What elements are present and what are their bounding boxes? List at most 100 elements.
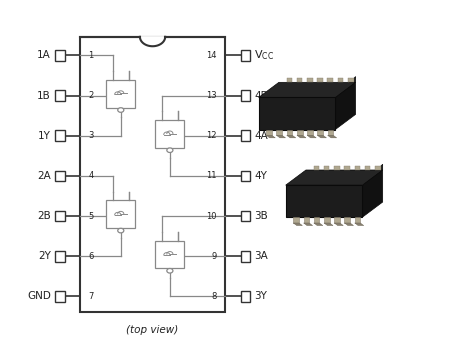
Polygon shape xyxy=(365,166,370,170)
Text: GND: GND xyxy=(27,291,51,302)
Polygon shape xyxy=(314,223,323,225)
Polygon shape xyxy=(344,166,350,170)
Text: 1: 1 xyxy=(89,51,94,60)
Polygon shape xyxy=(297,130,302,135)
Text: 4A: 4A xyxy=(254,131,268,141)
Polygon shape xyxy=(327,78,333,82)
Polygon shape xyxy=(307,135,316,138)
Text: 7: 7 xyxy=(89,292,94,301)
Text: 10: 10 xyxy=(206,211,217,221)
Text: 9: 9 xyxy=(212,252,217,261)
Polygon shape xyxy=(293,217,299,223)
Polygon shape xyxy=(317,130,323,135)
Bar xyxy=(54,90,64,101)
Text: 3B: 3B xyxy=(254,211,268,221)
Bar xyxy=(54,251,64,262)
Polygon shape xyxy=(345,223,354,225)
Polygon shape xyxy=(286,170,383,185)
Polygon shape xyxy=(336,76,355,130)
Bar xyxy=(241,170,251,181)
Polygon shape xyxy=(375,166,380,170)
Polygon shape xyxy=(334,166,340,170)
Bar xyxy=(241,211,251,221)
Text: 4: 4 xyxy=(89,171,94,181)
Polygon shape xyxy=(334,217,340,223)
Bar xyxy=(54,170,64,181)
Polygon shape xyxy=(297,135,306,138)
Polygon shape xyxy=(314,166,319,170)
Polygon shape xyxy=(314,217,320,223)
Polygon shape xyxy=(287,130,292,135)
Polygon shape xyxy=(328,135,337,138)
Polygon shape xyxy=(286,185,362,217)
Text: 2Y: 2Y xyxy=(38,251,51,261)
Polygon shape xyxy=(317,135,326,138)
Polygon shape xyxy=(140,37,165,46)
Polygon shape xyxy=(266,135,275,138)
Polygon shape xyxy=(324,217,330,223)
Polygon shape xyxy=(259,82,355,98)
Polygon shape xyxy=(348,78,354,82)
Circle shape xyxy=(167,269,173,273)
Bar xyxy=(54,130,64,141)
Polygon shape xyxy=(297,78,302,82)
Circle shape xyxy=(118,228,124,233)
Polygon shape xyxy=(304,217,309,223)
Bar xyxy=(54,50,64,61)
Text: V$_{\mathrm{CC}}$: V$_{\mathrm{CC}}$ xyxy=(254,48,274,62)
Bar xyxy=(54,211,64,221)
Bar xyxy=(241,50,251,61)
Bar xyxy=(155,241,184,269)
Polygon shape xyxy=(317,78,323,82)
Text: (top view): (top view) xyxy=(126,325,179,335)
Text: 1A: 1A xyxy=(37,50,51,60)
Polygon shape xyxy=(276,130,282,135)
Polygon shape xyxy=(328,130,333,135)
Polygon shape xyxy=(266,130,272,135)
Polygon shape xyxy=(324,166,330,170)
Polygon shape xyxy=(276,135,286,138)
Text: 14: 14 xyxy=(206,51,217,60)
Polygon shape xyxy=(355,223,364,225)
Bar xyxy=(241,291,251,302)
Polygon shape xyxy=(338,78,343,82)
Text: 3: 3 xyxy=(89,131,94,140)
Polygon shape xyxy=(307,78,313,82)
Bar xyxy=(241,130,251,141)
Circle shape xyxy=(167,148,173,153)
Polygon shape xyxy=(307,130,313,135)
Bar xyxy=(106,201,135,228)
Circle shape xyxy=(118,108,124,112)
Polygon shape xyxy=(345,217,350,223)
Polygon shape xyxy=(304,223,313,225)
Polygon shape xyxy=(324,223,333,225)
Bar xyxy=(155,120,184,148)
Bar xyxy=(241,251,251,262)
Text: 1Y: 1Y xyxy=(38,131,51,141)
Polygon shape xyxy=(362,164,383,217)
Bar xyxy=(54,291,64,302)
Text: 4Y: 4Y xyxy=(254,171,267,181)
Polygon shape xyxy=(286,78,292,82)
Bar xyxy=(80,37,225,312)
Bar xyxy=(106,80,135,108)
Text: 6: 6 xyxy=(89,252,94,261)
Text: 5: 5 xyxy=(89,211,94,221)
Text: 1B: 1B xyxy=(37,90,51,101)
Polygon shape xyxy=(355,217,360,223)
Polygon shape xyxy=(259,98,336,130)
Text: 3A: 3A xyxy=(254,251,268,261)
Polygon shape xyxy=(334,223,343,225)
Text: 4B: 4B xyxy=(254,90,268,101)
Text: 2A: 2A xyxy=(37,171,51,181)
Text: 8: 8 xyxy=(211,292,217,301)
Polygon shape xyxy=(287,135,296,138)
Polygon shape xyxy=(355,166,360,170)
Text: 11: 11 xyxy=(206,171,217,181)
Text: 3Y: 3Y xyxy=(254,291,267,302)
Text: 13: 13 xyxy=(206,91,217,100)
Text: 12: 12 xyxy=(206,131,217,140)
Text: 2B: 2B xyxy=(37,211,51,221)
Polygon shape xyxy=(293,223,302,225)
Text: 2: 2 xyxy=(89,91,94,100)
